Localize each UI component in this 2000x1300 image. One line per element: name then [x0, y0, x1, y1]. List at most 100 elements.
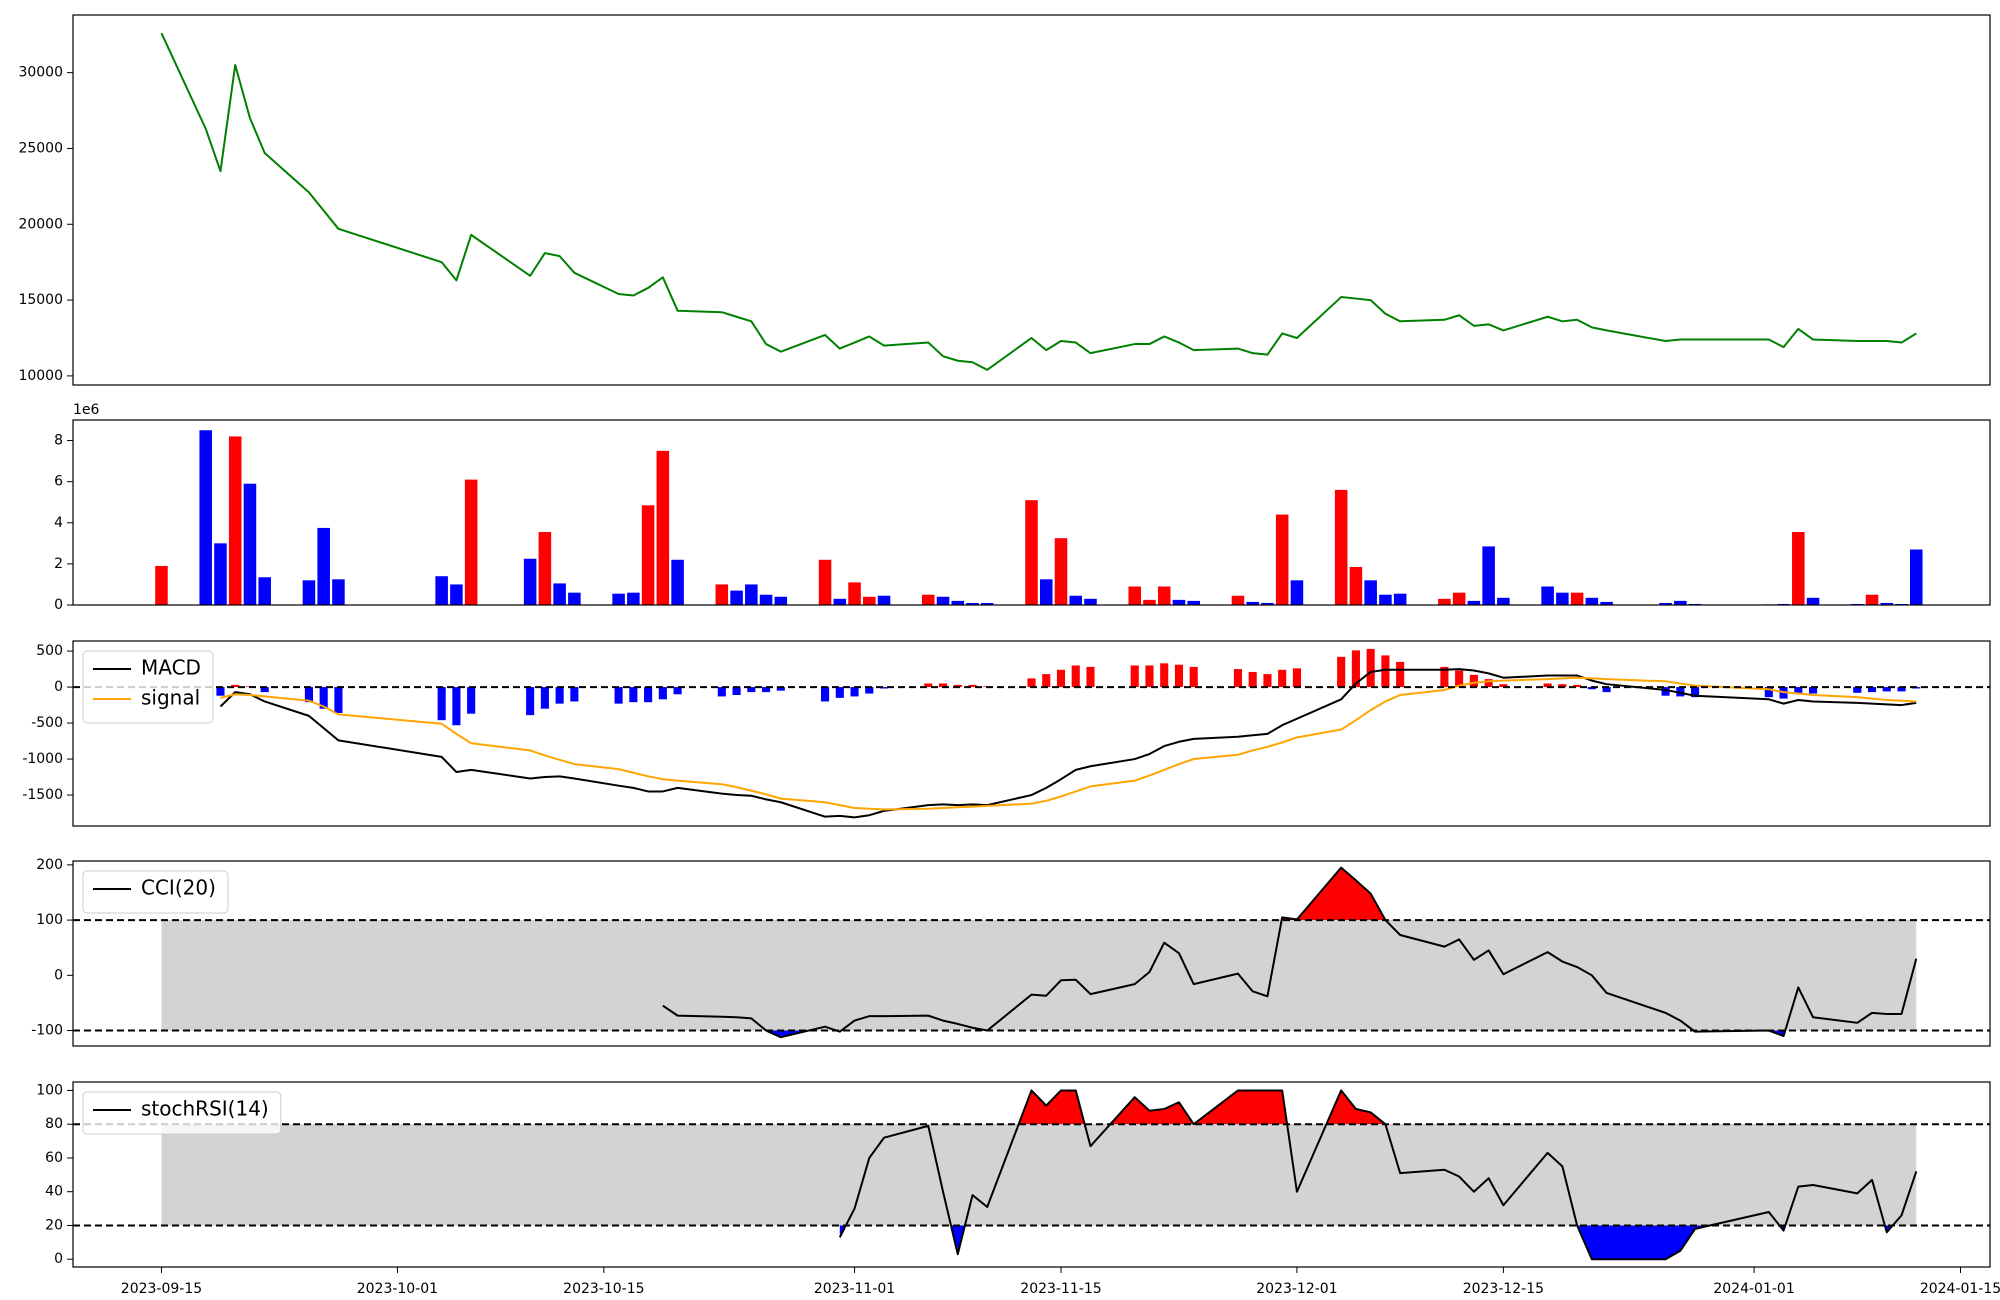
histogram-bar: [1484, 679, 1493, 688]
bar: [1393, 593, 1407, 605]
bar: [435, 576, 448, 605]
histogram-bar: [1764, 687, 1773, 698]
bar: [1054, 538, 1068, 605]
bar: [302, 580, 316, 605]
histogram-bar: [216, 687, 225, 696]
bar: [258, 577, 271, 605]
histogram-bar: [1189, 666, 1198, 688]
histogram-bar: [614, 687, 623, 704]
histogram-bar: [924, 683, 933, 688]
bar: [1556, 592, 1569, 605]
bar: [1364, 580, 1377, 605]
line: [220, 676, 1917, 811]
bar: [745, 584, 758, 605]
x-tick-label: 2024-01-01: [1713, 1281, 1794, 1297]
axis-offset-label: 1e6: [73, 402, 100, 418]
histogram-bar: [1499, 684, 1508, 688]
y-tick-label: 8: [54, 433, 63, 449]
histogram-bar: [1676, 687, 1685, 697]
histogram-bar: [1160, 663, 1169, 688]
histogram-bar: [1602, 687, 1611, 693]
bar: [833, 598, 847, 605]
bar: [627, 592, 640, 605]
histogram-bar: [1396, 661, 1405, 688]
histogram-bar: [1366, 648, 1375, 688]
y-tick-label: 0: [54, 1251, 63, 1267]
bar: [1585, 597, 1599, 605]
plot-frame: [72, 860, 1991, 1047]
histogram-bar: [334, 687, 343, 713]
histogram-bar: [260, 687, 269, 693]
y-tick-label: 200: [36, 857, 63, 873]
bar: [1806, 597, 1820, 605]
panel: -100 0 100 200 CCI(20): [31, 857, 1991, 1047]
y-tick-label: 15000: [18, 292, 63, 308]
histogram-bar: [658, 687, 667, 700]
histogram-bar: [526, 687, 535, 716]
bar: [1084, 598, 1097, 605]
panel: 0 20 40 60 80 100 2023-09-15 2023-10-01 2023-10-…: [36, 1081, 2000, 1297]
line: [838, 1089, 1918, 1261]
bar: [1674, 600, 1687, 605]
bar: [1025, 500, 1038, 605]
y-tick-label: -1500: [22, 787, 63, 803]
histogram-bar: [1543, 683, 1552, 688]
x-tick-label: 2023-09-15: [121, 1281, 202, 1297]
bar: [774, 596, 788, 605]
histogram-bar: [1587, 687, 1596, 690]
x-tick-label: 2023-11-01: [814, 1281, 895, 1297]
histogram-bar: [717, 687, 726, 697]
y-tick-label: 2: [54, 556, 63, 572]
legend-box: [82, 1091, 282, 1135]
histogram-bar: [1145, 665, 1154, 688]
y-tick-label: 0: [54, 967, 63, 983]
histogram-bar: [747, 687, 756, 693]
histogram-bar: [1056, 669, 1066, 688]
plot-frame: [72, 1081, 1991, 1268]
histogram-bar: [1469, 674, 1478, 688]
panel: -1500 -1000 -500 0 500 MACD signal: [22, 640, 1991, 827]
histogram-bar: [319, 687, 328, 709]
y-tick-label: 20000: [18, 216, 63, 232]
plot-frame: [72, 640, 1991, 827]
plot-frame: [72, 419, 1991, 606]
histogram-bar: [835, 687, 844, 698]
bar: [1334, 489, 1348, 605]
histogram-bar: [304, 687, 313, 703]
bar: [1910, 549, 1923, 605]
bar: [936, 596, 950, 605]
bar: [1880, 602, 1894, 605]
bar: [1570, 592, 1584, 605]
histogram-bar: [776, 687, 785, 691]
bar: [1157, 586, 1171, 605]
y-tick-label: 40: [45, 1184, 63, 1200]
bar: [1275, 514, 1289, 605]
bar: [1143, 599, 1156, 605]
oversold-fill: [839, 1225, 1917, 1260]
legend-box: [82, 870, 229, 914]
bar: [1541, 586, 1554, 605]
bar: [332, 579, 345, 605]
histogram-bar: [1440, 666, 1449, 688]
plot-frame: [72, 14, 1991, 386]
bar: [730, 590, 743, 605]
histogram-bar: [1071, 665, 1080, 688]
legend-label: stochRSI(14): [141, 1097, 269, 1121]
panel: 0 2 4 6 8 1e6: [54, 402, 1991, 613]
x-tick-label: 2023-10-01: [357, 1281, 438, 1297]
bar: [641, 505, 655, 605]
histogram-bar: [1027, 678, 1036, 688]
histogram-bar: [1263, 674, 1272, 688]
y-tick-label: 25000: [18, 140, 63, 156]
bar: [1438, 598, 1451, 605]
histogram-bar: [437, 687, 446, 721]
line: [662, 866, 1918, 1039]
histogram-bar: [1808, 687, 1818, 694]
bar: [317, 527, 330, 605]
bar: [1290, 580, 1304, 605]
bar: [848, 582, 861, 605]
histogram-bar: [1794, 687, 1803, 694]
histogram-bar: [555, 687, 564, 704]
y-tick-label: 10000: [18, 368, 63, 384]
y-tick-label: 100: [36, 912, 63, 928]
